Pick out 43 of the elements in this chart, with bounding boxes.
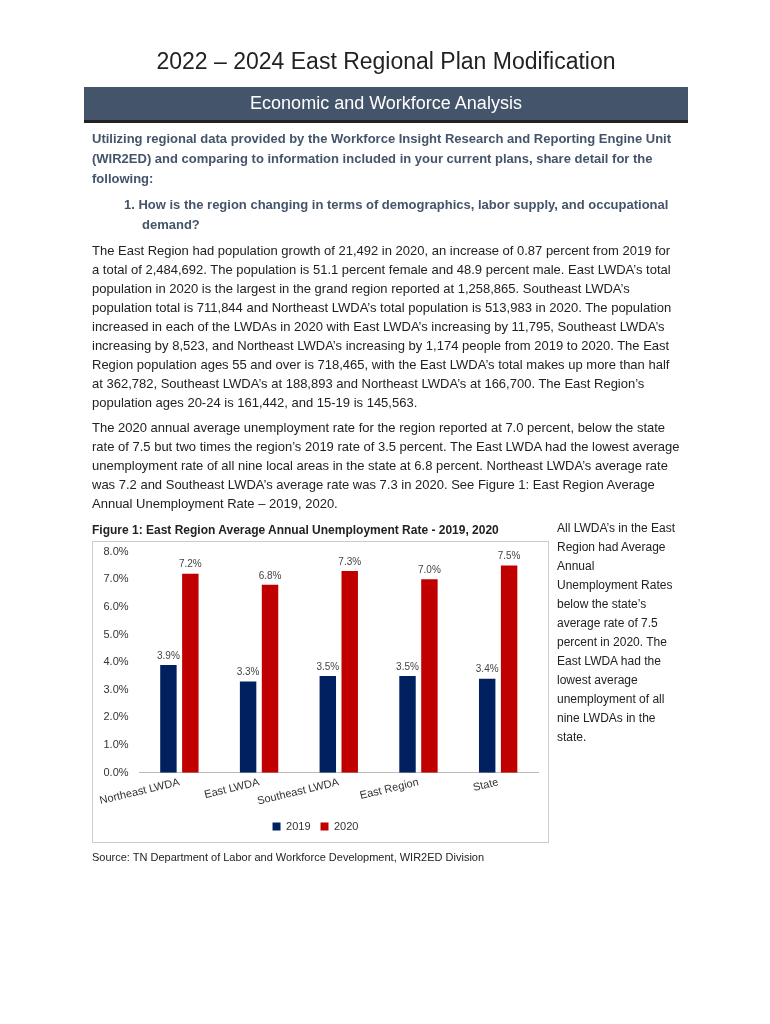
bar (500, 565, 518, 773)
legend-label: 2020 (334, 819, 359, 832)
x-tick-label: State (471, 775, 500, 794)
y-tick-label: 6.0% (103, 599, 129, 612)
bar (239, 681, 257, 773)
y-tick-label: 5.0% (103, 627, 129, 640)
text: The 2020 annual average unemployment rate for the region reported at 7.0 percent, below the state rate of 7.5 but two times the region’s 2019 rate of 3.5 percent. The East LWDA had the lowest average unemployment rate of all nine local areas in the state at 6.8 percent. Northeast LWDA’s average rate was 7.2 and Southeast LWDA’s average rate was 7.3 in 2020. See Figure 1: East Region Average Annual Unemployment Rate – 2019, 2020. (92, 419, 680, 513)
text: All LWDA’s in the East Region had Average Annual Unemployment Rates below the state’s average rate of 7.5 percent in 2020. The East LWDA had the lowest average unemployment of all nine LWDAs in the state. (557, 521, 676, 744)
source-note: Source: TN Department of Labor and Workforce Development, WIR2ED Division (92, 851, 486, 863)
x-tick-label: East Region (358, 775, 420, 801)
data-label: 3.9% (157, 649, 180, 661)
y-tick-label: 7.0% (103, 572, 129, 585)
text: Economic and Workforce Analysis (84, 87, 688, 123)
legend-label: 2019 (286, 819, 311, 832)
bar (160, 664, 177, 773)
text: 1. How is the region changing in terms of demographics, labor supply, and occupational demand? (124, 196, 670, 234)
bar (341, 570, 358, 773)
bar (399, 675, 416, 773)
data-label: 7.2% (178, 558, 202, 570)
data-label: 3.3% (236, 666, 260, 678)
bar (182, 573, 199, 773)
bar (478, 678, 496, 773)
data-label: 6.8% (258, 569, 282, 581)
bar (319, 675, 337, 773)
chart-title: Figure 1: East Region Average Annual Unemployment Rate - 2019, 2020 (92, 523, 500, 537)
bar (421, 579, 438, 773)
text: 2022 – 2024 East Regional Plan Modification (155, 48, 617, 75)
data-label: 7.3% (338, 555, 362, 567)
data-label: 7.5% (497, 550, 521, 562)
x-tick-label: Northeast LWDA (98, 775, 182, 807)
y-tick-label: 3.0% (103, 682, 129, 695)
text: Utilizing regional data provided by the Workforce Insight Research and Reporting Engine Unit (WIR2ED) and comparing to information included in your current plans, share detail for the following: (92, 130, 673, 188)
y-tick-label: 0.0% (103, 765, 129, 778)
data-label: 3.5% (396, 660, 419, 672)
bar (261, 584, 279, 773)
y-tick-label: 8.0% (103, 544, 129, 557)
y-tick-label: 1.0% (103, 738, 129, 751)
y-tick-label: 2.0% (103, 710, 129, 723)
y-tick-label: 4.0% (103, 655, 129, 668)
text: The East Region had population growth of 21,492 in 2020, an increase of 0.87 percent from 2019 for a total of 2,484,692. The population is 51.1 percent female and 48.9 percent male. East LWDA’s total population in 2020 is the largest in the grand region reported at 1,258,865. Southeast LWDA’s population total is 711,844 and Northeast LWDA’s total population is 513,983 in 2020. The population increased in each of the LWDAs in 2020 with East LWDA’s increasing by 11,795, Southeast LWDA’s increasing by 8,523, and Northeast LWDA’s increasing by 1,174 people from 2019 to 2020. The East Region population ages 55 and over is 718,465, with the East LWDA’s total makes up more than half at 362,782, Southeast LWDA’s at 188,893 and Northeast LWDA’s at 166,700. The East Region’s population ages 20-24 is 161,442, and 15-19 is 145,563. (92, 243, 672, 410)
data-label: 7.0% (418, 563, 441, 575)
data-label: 3.4% (475, 663, 499, 675)
data-label: 3.5% (316, 660, 340, 672)
